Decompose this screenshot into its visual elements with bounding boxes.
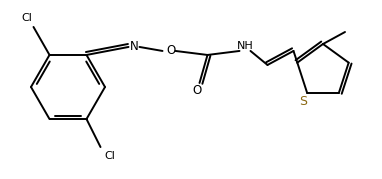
Text: NH: NH: [237, 41, 254, 51]
Text: Cl: Cl: [104, 151, 115, 161]
Text: Cl: Cl: [21, 13, 32, 23]
Text: N: N: [130, 40, 139, 54]
Text: O: O: [192, 84, 201, 97]
Text: O: O: [166, 44, 175, 57]
Text: S: S: [299, 95, 307, 108]
